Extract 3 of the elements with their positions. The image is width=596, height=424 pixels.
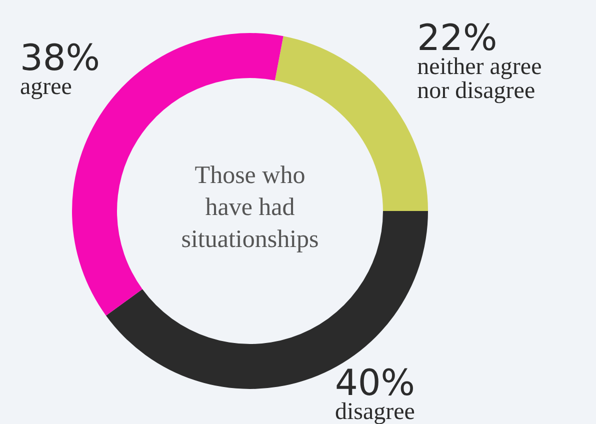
slice-label: neither agree nor disagree (417, 54, 542, 104)
slice-label: disagree (335, 399, 415, 424)
text: Those who have had situationships (181, 162, 319, 253)
